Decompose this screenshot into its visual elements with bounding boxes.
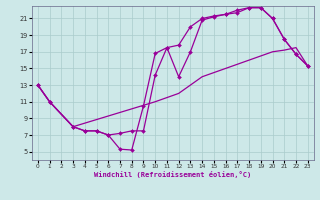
X-axis label: Windchill (Refroidissement éolien,°C): Windchill (Refroidissement éolien,°C) (94, 171, 252, 178)
